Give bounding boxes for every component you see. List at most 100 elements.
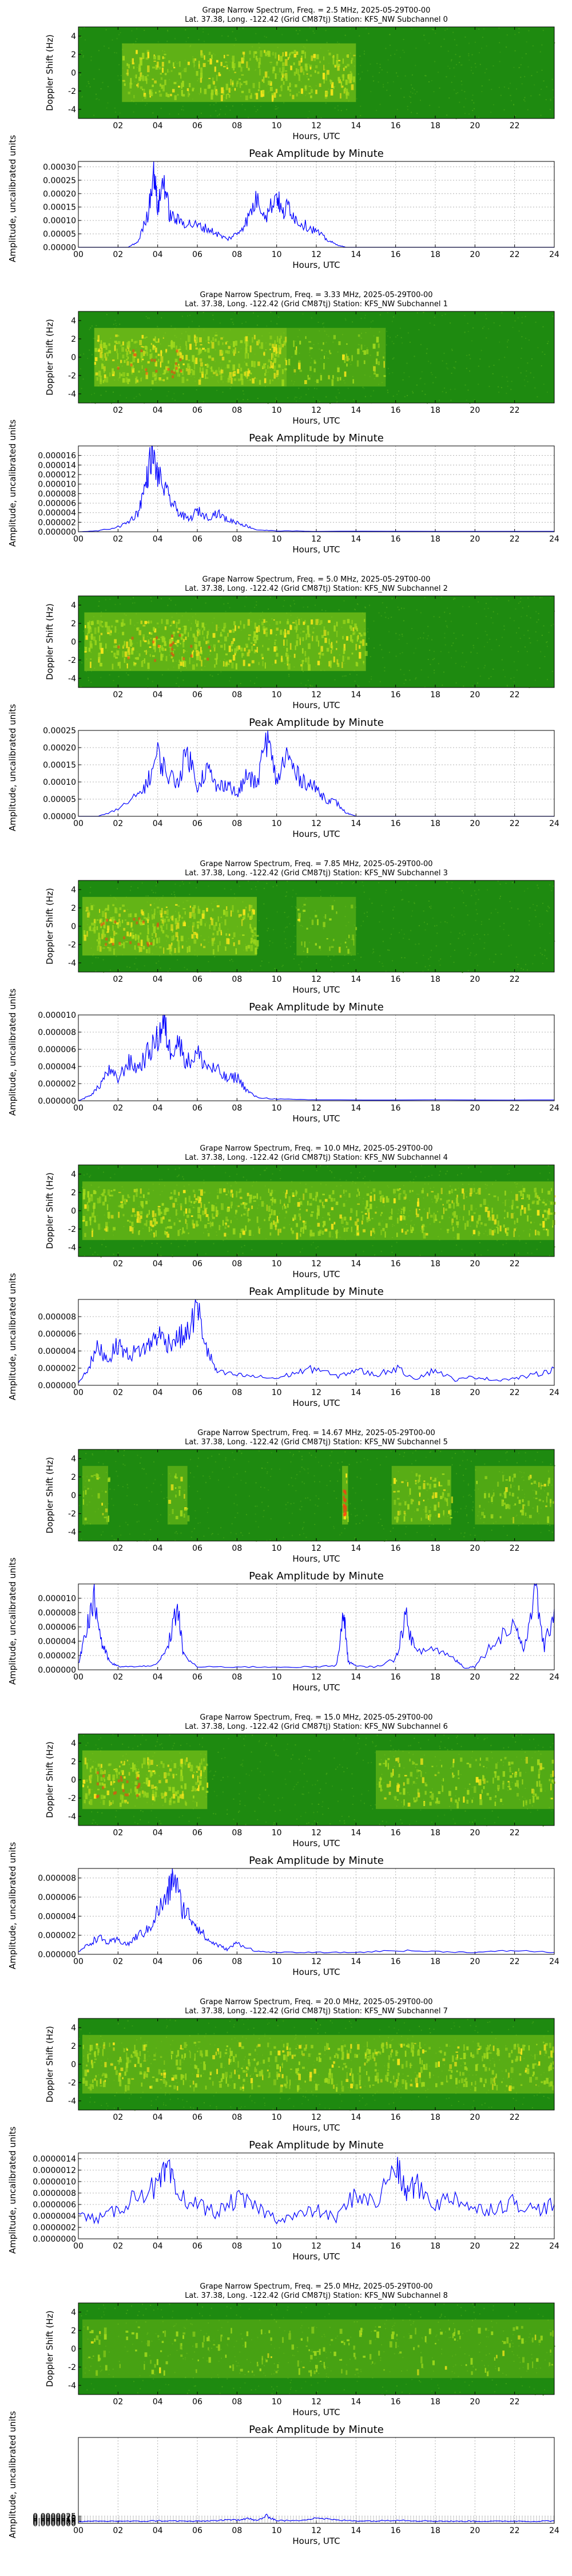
noise-speck	[456, 1244, 458, 1246]
activity-streak	[546, 1228, 548, 1231]
noise-speck	[448, 1216, 450, 1218]
x-tick-label: 14	[351, 406, 361, 415]
noise-speck	[491, 1236, 493, 1238]
noise-speck	[531, 358, 533, 359]
activity-streak	[200, 51, 202, 58]
noise-speck	[513, 620, 515, 622]
noise-speck	[447, 65, 449, 67]
noise-speck	[93, 78, 95, 80]
noise-speck	[363, 1198, 364, 1199]
noise-speck	[333, 955, 335, 957]
noise-speck	[177, 959, 178, 961]
activity-streak	[225, 933, 228, 936]
noise-speck	[138, 393, 140, 395]
x-tick-label: 20	[470, 406, 480, 415]
activity-streak	[220, 931, 223, 935]
noise-speck	[150, 600, 152, 602]
noise-speck	[133, 1247, 134, 1249]
x-tick-label: 16	[391, 406, 401, 415]
activity-streak	[163, 57, 165, 59]
activity-streak	[404, 1194, 407, 1199]
noise-speck	[499, 325, 500, 326]
noise-speck	[268, 962, 270, 963]
noise-speck	[151, 1243, 153, 1244]
activity-streak	[185, 1208, 188, 1214]
activity-streak	[125, 941, 128, 943]
noise-speck	[468, 113, 470, 115]
noise-speck	[343, 600, 345, 602]
y-tick-label: 0.000000	[38, 528, 76, 537]
activity-streak	[94, 640, 97, 646]
activity-streak	[315, 943, 317, 946]
activity-streak	[129, 639, 132, 647]
activity-streak	[136, 934, 140, 940]
activity-streak	[234, 653, 236, 655]
activity-streak	[440, 1198, 442, 1200]
activity-streak	[304, 941, 305, 947]
noise-speck	[185, 41, 187, 42]
noise-speck	[323, 1201, 324, 1203]
activity-streak	[241, 83, 243, 85]
noise-speck	[403, 683, 405, 685]
noise-speck	[254, 106, 256, 107]
activity-streak	[213, 937, 216, 941]
noise-speck	[94, 402, 96, 404]
noise-speck	[524, 97, 526, 98]
noise-speck	[478, 384, 479, 385]
activity-streak	[344, 66, 347, 69]
activity-streak	[161, 908, 163, 915]
noise-speck	[84, 27, 85, 29]
noise-speck	[526, 651, 528, 653]
activity-streak	[303, 71, 305, 76]
activity-streak	[363, 350, 366, 355]
noise-speck	[414, 89, 415, 90]
noise-speck	[408, 670, 410, 671]
noise-speck	[364, 50, 365, 52]
activity-streak	[323, 56, 325, 61]
noise-speck	[255, 886, 257, 888]
activity-streak	[273, 373, 276, 379]
activity-streak	[351, 84, 354, 90]
noise-speck	[94, 1251, 96, 1253]
noise-speck	[332, 1236, 333, 1238]
noise-speck	[463, 902, 464, 903]
noise-speck	[285, 927, 287, 929]
noise-speck	[398, 638, 400, 640]
activity-streak	[208, 1202, 210, 1204]
activity-streak	[107, 632, 110, 634]
x-tick-label: 24	[549, 819, 559, 828]
activity-streak	[366, 1193, 370, 1196]
noise-speck	[454, 1237, 455, 1239]
noise-speck	[118, 64, 120, 65]
noise-speck	[450, 931, 452, 933]
noise-speck	[174, 1168, 176, 1170]
noise-speck	[541, 365, 542, 366]
noise-speck	[474, 41, 476, 43]
noise-speck	[470, 952, 472, 954]
noise-speck	[462, 606, 464, 607]
noise-speck	[477, 682, 479, 683]
activity-streak	[123, 623, 126, 626]
activity-streak	[126, 663, 128, 669]
noise-speck	[110, 895, 112, 896]
activity-streak	[276, 374, 278, 377]
activity-streak	[511, 1199, 514, 1206]
activity-streak	[198, 629, 201, 635]
activity-streak	[293, 369, 296, 373]
activity-streak	[306, 927, 308, 930]
activity-streak	[234, 72, 236, 73]
activity-streak	[240, 621, 241, 625]
noise-speck	[344, 399, 346, 401]
noise-speck	[203, 1232, 204, 1234]
activity-streak	[152, 372, 155, 377]
noise-speck	[147, 1199, 149, 1201]
activity-streak	[147, 65, 150, 73]
noise-speck	[463, 685, 464, 687]
plot-frame	[78, 730, 555, 817]
activity-streak	[267, 51, 271, 57]
activity-streak	[199, 652, 202, 654]
noise-speck	[296, 354, 297, 356]
noise-speck	[488, 386, 490, 388]
noise-speck	[339, 952, 341, 954]
noise-speck	[244, 1244, 245, 1246]
